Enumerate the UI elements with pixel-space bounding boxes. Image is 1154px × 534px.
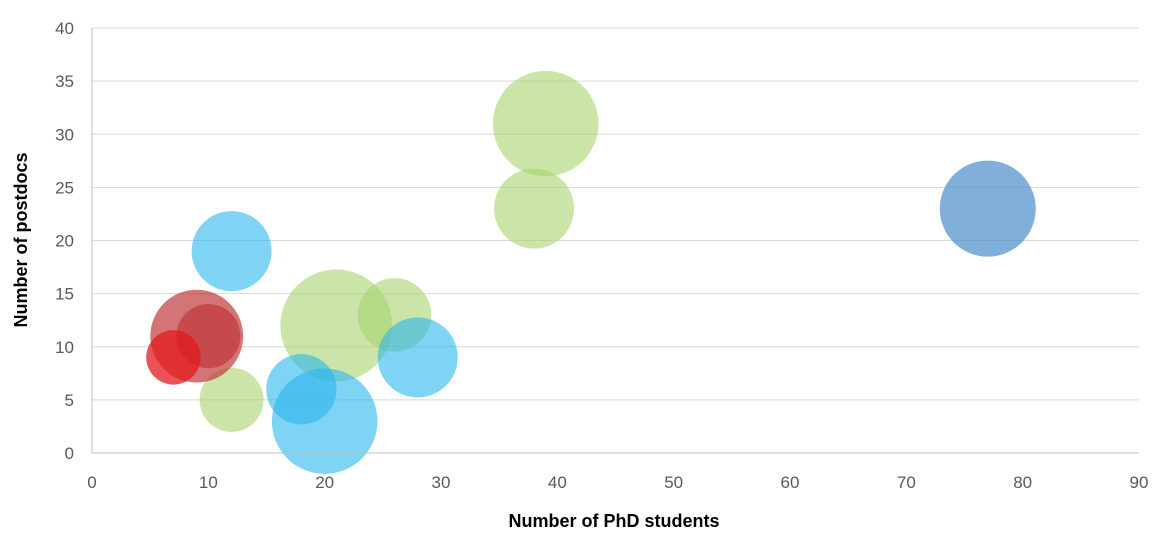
x-tick-label: 50 [664, 473, 683, 492]
y-tick-label: 15 [55, 285, 74, 304]
x-tick-label: 10 [199, 473, 218, 492]
bubble-green-5 [199, 367, 264, 432]
x-tick-label: 30 [432, 473, 451, 492]
y-tick-label: 0 [65, 444, 74, 463]
bubble-green-2 [494, 168, 575, 249]
x-tick-label: 80 [1013, 473, 1032, 492]
y-tick-label: 40 [55, 19, 74, 38]
x-axis: 0 10 20 30 40 50 60 70 80 90 [87, 452, 1149, 492]
x-tick-label: 0 [87, 473, 96, 492]
x-tick-label: 40 [548, 473, 567, 492]
y-axis: 0 5 10 15 20 25 30 35 40 [55, 19, 93, 463]
y-tick-label: 35 [55, 72, 74, 91]
x-tick-label: 70 [897, 473, 916, 492]
bubble-lightblue-1 [191, 211, 272, 292]
x-tick-label: 60 [781, 473, 800, 492]
bubble-red-1 [146, 330, 201, 385]
bubble-lightblue-2 [377, 317, 458, 398]
y-tick-label: 25 [55, 178, 74, 197]
bubble-lightblue-4 [271, 368, 378, 474]
y-tick-label: 30 [55, 125, 74, 144]
bubble-green-1 [492, 70, 599, 177]
y-tick-label: 10 [55, 338, 74, 357]
x-axis-title: Number of PhD students [508, 511, 719, 531]
bubbles-layer [146, 70, 1036, 474]
y-axis-title: Number of postdocs [11, 152, 31, 327]
x-tick-label: 90 [1130, 473, 1149, 492]
x-tick-label: 20 [315, 473, 334, 492]
bubble-steelblue-1 [939, 160, 1036, 257]
y-tick-label: 20 [55, 232, 74, 251]
y-tick-label: 5 [65, 391, 74, 410]
